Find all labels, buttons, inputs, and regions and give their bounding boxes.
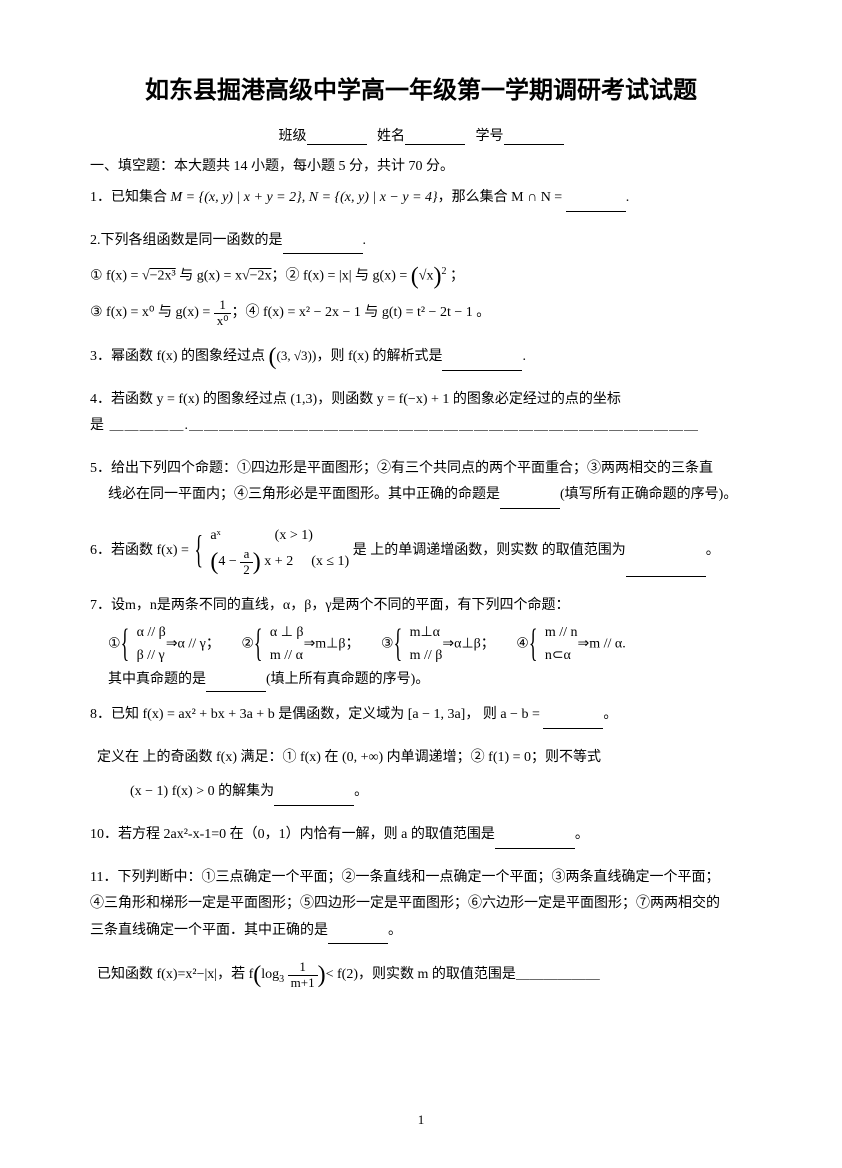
q6-cond2: (x ≤ 1)	[311, 554, 349, 569]
q6-suffix: 是 上的单调递增函数，则实数 的取值范围为	[353, 543, 626, 558]
q2-opt3a: ③ f(x) = x⁰ 与 g(x) =	[90, 305, 214, 320]
q11b: ④三角形和梯形一定是平面图形；⑤四边形一定是平面图形；⑥六边形一定是平面图形；⑦…	[90, 891, 752, 918]
q12b: < f(2)，则实数 m 的取值范围是＿＿＿＿＿＿	[326, 967, 600, 982]
q10-text: 10．若方程 2ax²-x-1=0 在（0，1）内恰有一解，则 a 的取值范围是	[90, 827, 495, 842]
question-8: 8．已知 f(x) = ax² + bx + 3a + b 是偶函数，定义域为 …	[90, 702, 752, 729]
q5b: 线必在同一平面内；④三角形必是平面图形。其中正确的命题是	[108, 487, 500, 502]
q3a: 3．幂函数 f(x) 的图象经过点	[90, 349, 269, 364]
q2-opt1end: ；	[446, 269, 464, 284]
q7-4l1: m // n	[541, 622, 578, 644]
q12-lognum: 1	[288, 960, 318, 975]
question-5: 5．给出下列四个命题：①四边形是平面图形；②有三个共同点的两个平面重合；③两两相…	[90, 456, 752, 509]
q7-1r: ⇒α // γ；	[166, 637, 220, 652]
q2-sqrt1: −2x³	[150, 269, 176, 284]
q4a: 4．若函数 y = f(x) 的图象经过点 (1,3)，则函数 y = f(−x…	[90, 387, 752, 414]
q12-logden: m+1	[288, 976, 318, 990]
question-12: 已知函数 f(x)=x²−|x|，若 f(log3 1m+1)< f(2)，则实…	[90, 960, 752, 990]
q7-4l2: n⊂α	[541, 645, 578, 667]
q12a: 已知函数 f(x)=x²−|x|，若 f	[97, 967, 253, 982]
q6-end: 。	[706, 543, 720, 558]
q2-sqrt2: −2x	[250, 269, 272, 284]
q7-1l1: α // β	[133, 622, 166, 644]
q7-3l1: m⊥α	[406, 622, 443, 644]
id-label: 学号	[476, 129, 504, 144]
q7-4r: ⇒m // α.	[578, 637, 626, 652]
question-3: 3．幂函数 f(x) 的图象经过点 ((3, √3))，则 f(x) 的解析式是…	[90, 344, 752, 371]
question-7: 7．设m，n是两条不同的直线，α，β，γ是两个不同的平面，有下列四个命题： ①α…	[90, 593, 752, 692]
q12-logbase: 3	[279, 974, 284, 985]
q5a: 5．给出下列四个命题：①四边形是平面图形；②有三个共同点的两个平面重合；③两两相…	[90, 456, 752, 483]
q5c: (填写所有正确命题的序号)。	[560, 487, 737, 502]
question-10: 10．若方程 2ax²-x-1=0 在（0，1）内恰有一解，则 a 的取值范围是…	[90, 822, 752, 849]
q2-opt1c: ；② f(x) = |x| 与 g(x) =	[272, 269, 411, 284]
q6-cond1: (x > 1)	[275, 528, 313, 543]
q2-opt1a: ① f(x) =	[90, 269, 142, 284]
question-6: 6．若函数 f(x) = aˣ(x > 1) (4 − a2) x + 2(x …	[90, 525, 752, 577]
q7c: (填上所有真命题的序号)。	[266, 672, 429, 687]
q4b: 是 ＿＿＿＿＿.＿＿＿＿＿＿＿＿＿＿＿＿＿＿＿＿＿＿＿＿＿＿＿＿＿＿＿＿＿＿＿＿…	[90, 413, 752, 440]
question-2: 2.下列各组函数是同一函数的是. ① f(x) = √−2x³ 与 g(x) =…	[90, 228, 752, 328]
question-1: 1．已知集合 M = {(x, y) | x + y = 2}, N = {(x…	[90, 185, 752, 212]
question-4: 4．若函数 y = f(x) 的图象经过点 (1,3)，则函数 y = f(−x…	[90, 387, 752, 440]
q6-prefix: 6．若函数 f(x) =	[90, 543, 192, 558]
q9b: (x − 1) f(x) > 0 的解集为	[130, 784, 274, 799]
q1-prefix: 1．已知集合	[90, 190, 171, 205]
question-9: 定义在 上的奇函数 f(x) 满足：① f(x) 在 (0, +∞) 内单调递增…	[90, 745, 752, 806]
name-label: 姓名	[377, 129, 405, 144]
q11d: 。	[388, 923, 402, 938]
q7-1l2: β // γ	[133, 645, 166, 667]
q1-suffix: ，那么集合 M ∩ N =	[438, 190, 566, 205]
q2-frac-num: 1	[214, 298, 232, 313]
q9a: 定义在 上的奇函数 f(x) 满足：① f(x) 在 (0, +∞) 内单调递增…	[97, 750, 601, 765]
q7-3r: ⇒α⊥β；	[442, 637, 494, 652]
q7-2l2: m // α	[266, 645, 304, 667]
q7-2r: ⇒m⊥β；	[304, 637, 360, 652]
q2-paren: √x	[419, 269, 434, 284]
student-info-line: 班级 姓名 学号	[90, 125, 752, 145]
q11a: 11．下列判断中：①三点确定一个平面；②一条直线和一点确定一个平面；③两条直线确…	[90, 865, 752, 892]
q2-main: 2.下列各组函数是同一函数的是	[90, 233, 283, 248]
q6-fden: 2	[240, 563, 253, 577]
class-label: 班级	[279, 129, 307, 144]
q3-point: (3, √3)	[277, 348, 312, 363]
question-11: 11．下列判断中：①三点确定一个平面；②一条直线和一点确定一个平面；③两条直线确…	[90, 865, 752, 945]
page-number: 1	[418, 1112, 425, 1128]
q2-opt3b: ；④ f(x) = x² − 2x − 1 与 g(t) = t² − 2t −…	[231, 305, 490, 320]
q1-sets: M = {(x, y) | x + y = 2}, N = {(x, y) | …	[171, 190, 438, 205]
q3b: ，则 f(x) 的解析式是	[316, 349, 442, 364]
q6-fnum: a	[240, 547, 253, 562]
q7-3l2: m // β	[406, 645, 443, 667]
q6-case1: aˣ	[210, 528, 220, 543]
q9c: 。	[354, 784, 368, 799]
q2-frac-den: x⁰	[214, 314, 232, 328]
q7-2l1: α ⊥ β	[266, 622, 304, 644]
section-header: 一、填空题：本大题共 14 小题，每小题 5 分，共计 70 分。	[90, 155, 752, 175]
q2-opt1b: 与 g(x) = x	[176, 269, 242, 284]
q11c: 三条直线确定一个平面．其中正确的是	[90, 923, 328, 938]
page-title: 如东县掘港高级中学高一年级第一学期调研考试试题	[90, 70, 752, 105]
q7a: 7．设m，n是两条不同的直线，α，β，γ是两个不同的平面，有下列四个命题：	[90, 593, 752, 618]
q8-text: 8．已知 f(x) = ax² + bx + 3a + b 是偶函数，定义域为 …	[90, 707, 543, 722]
